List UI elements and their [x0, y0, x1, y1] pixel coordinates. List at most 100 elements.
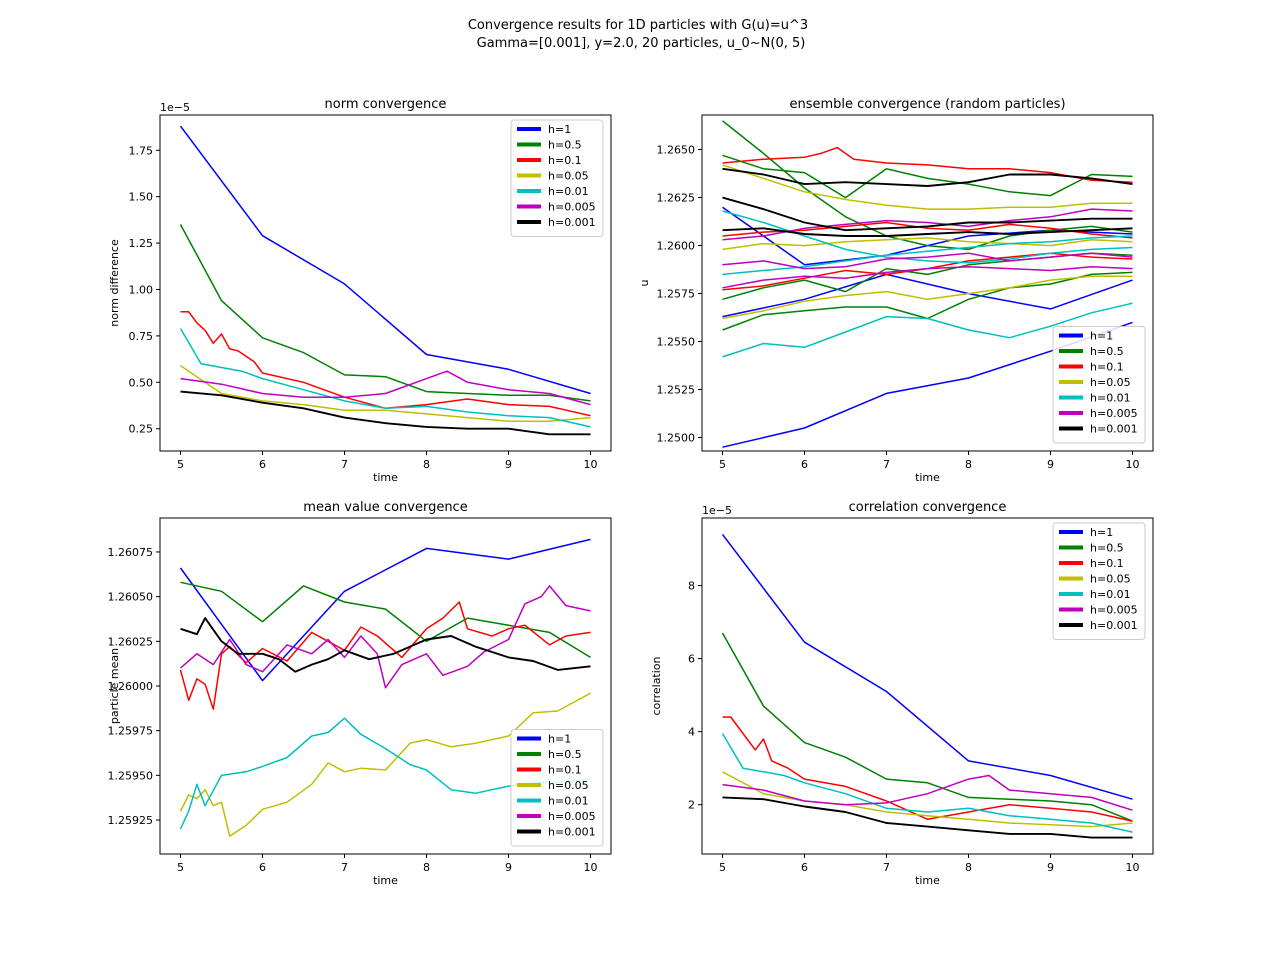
axes-frame [701, 114, 1154, 452]
series-line-h-0.005 [722, 774, 1133, 811]
legend-label: h=0.5 [548, 748, 582, 761]
series-line-h-0.001 [722, 196, 1133, 232]
y-tick-label: 1.2525 [657, 384, 696, 397]
legend: h=1 h=0.5 h=0.1 h=0.05 h=0.01 h=0.005 h=0.001 [510, 119, 604, 237]
legend-label: h=0.001 [548, 216, 596, 229]
series-line-h-0.5 [722, 252, 1133, 301]
x-tick-label: 5 [177, 861, 184, 874]
y-tick-label: 1.26075 [108, 546, 154, 559]
series-line-h-0.05 [722, 164, 1133, 210]
series-line-h-0.005 [722, 265, 1133, 289]
series-line-h-0.05 [722, 237, 1133, 251]
legend-label: h=0.001 [548, 826, 596, 839]
y-tick-label: 0.75 [129, 330, 154, 343]
series-line-h-0.05 [179, 692, 591, 837]
offset-text: 1e−5 [160, 101, 190, 114]
y-tick-label: 4 [688, 726, 695, 739]
series-line-h-0.5 [179, 224, 591, 402]
legend-label: h=0.5 [548, 139, 582, 152]
series-line-h-0.01 [179, 717, 591, 830]
x-tick-label: 6 [801, 458, 808, 471]
legend: h=1 h=0.5 h=0.1 h=0.05 h=0.01 h=0.005 h=0.001 [1052, 522, 1146, 640]
legend-label: h=1 [548, 733, 571, 746]
y-tick-label: 1.2575 [657, 288, 696, 301]
x-tick-label: 5 [719, 861, 726, 874]
y-tick-label: 1.26050 [108, 591, 154, 604]
suptitle-line-1: Convergence results for 1D particles wit… [468, 18, 808, 33]
chart-title: norm convergence [325, 97, 447, 112]
series-line-h-0.1 [722, 146, 1133, 183]
x-tick-label: 8 [965, 861, 972, 874]
series-line-h-0.05 [722, 275, 1133, 320]
series-line-h-1 [179, 125, 591, 395]
legend-label: h=0.1 [548, 764, 582, 777]
legend-label: h=0.05 [548, 170, 589, 183]
offset-text: 1e−5 [702, 504, 732, 517]
axes-frame [701, 517, 1154, 855]
x-tick-label: 9 [505, 458, 512, 471]
legend-label: h=0.01 [548, 185, 589, 198]
series-line-h-0.01 [722, 235, 1133, 276]
series-line-h-0.5 [721, 632, 1133, 822]
x-tick-label: 7 [341, 458, 348, 471]
x-tick-label: 8 [423, 458, 430, 471]
chart-panel-2: 5 6 7 8 9 10 1.2500 1.2525 1.2550 1.2575 1.2600 1.2… [638, 97, 1154, 484]
y-tick-label: 1.26000 [108, 680, 154, 693]
x-axis-label: time [915, 471, 940, 484]
legend-label: h=1 [1090, 526, 1113, 539]
series-line-h-0.001 [180, 390, 591, 436]
series-group [179, 538, 591, 837]
y-axis-label: norm difference [108, 239, 121, 327]
series-line-h-0.001 [722, 796, 1133, 839]
y-tick-label: 2 [688, 799, 695, 812]
series-group [721, 533, 1133, 839]
y-tick-label: 1.25975 [108, 725, 154, 738]
chart-panel-1: 5 6 7 8 9 10 0.25 0.50 0.75 1.00 1.25 1.50 1.75 norm … [108, 97, 612, 484]
x-tick-label: 5 [177, 458, 184, 471]
series-line-h-1 [722, 273, 1133, 318]
x-tick-label: 5 [719, 458, 726, 471]
legend-label: h=0.001 [1090, 619, 1138, 632]
y-tick-label: 1.25 [129, 237, 154, 250]
series-line-h-0.5 [180, 581, 591, 659]
y-tick-label: 0.25 [129, 423, 154, 436]
y-axis-label: u [638, 280, 651, 287]
x-tick-label: 10 [584, 861, 598, 874]
series-line-h-0.001 [722, 167, 1133, 187]
y-tick-label: 1.25950 [108, 769, 154, 782]
series-line-h-0.01 [721, 733, 1133, 833]
y-axis-label: correlation [650, 656, 663, 715]
x-tick-label: 6 [259, 458, 266, 471]
series-line-h-0.1 [180, 311, 591, 417]
y-tick-label: 1.00 [129, 283, 154, 296]
x-axis-label: time [373, 874, 398, 887]
legend: h=1 h=0.5 h=0.1 h=0.05 h=0.01 h=0.005 h=0.001 [510, 729, 604, 847]
x-axis-label: time [915, 874, 940, 887]
x-tick-label: 8 [423, 861, 430, 874]
legend-label: h=1 [548, 123, 571, 136]
chart-title: ensemble convergence (random particles) [789, 97, 1065, 112]
y-tick-label: 1.2550 [657, 336, 696, 349]
legend-label: h=0.1 [1090, 361, 1124, 374]
series-line-h-0.001 [722, 227, 1133, 237]
legend-label: h=0.1 [1090, 557, 1124, 570]
legend-label: h=0.005 [548, 201, 596, 214]
series-line-h-0.005 [180, 585, 591, 689]
legend-label: h=0.005 [548, 810, 596, 823]
x-tick-label: 8 [965, 458, 972, 471]
chart-panel-3: 5 6 7 8 9 10 1.25925 1.25950 1.25975 1.26000 1.260… [108, 500, 612, 887]
series-line-h-0.005 [180, 370, 591, 406]
y-tick-label: 6 [688, 653, 695, 666]
y-tick-label: 0.50 [129, 376, 154, 389]
series-line-h-1 [721, 533, 1133, 800]
x-tick-label: 7 [341, 861, 348, 874]
y-tick-label: 1.26025 [108, 635, 154, 648]
legend-label: h=0.01 [1090, 392, 1131, 405]
x-tick-label: 9 [1047, 861, 1054, 874]
series-line-h-0.1 [722, 716, 1133, 822]
series-line-h-0.1 [179, 601, 591, 710]
y-tick-label: 1.2600 [657, 240, 696, 253]
series-line-h-0.5 [722, 154, 1133, 199]
series-line-h-0.05 [722, 771, 1133, 828]
x-tick-label: 10 [1126, 458, 1140, 471]
